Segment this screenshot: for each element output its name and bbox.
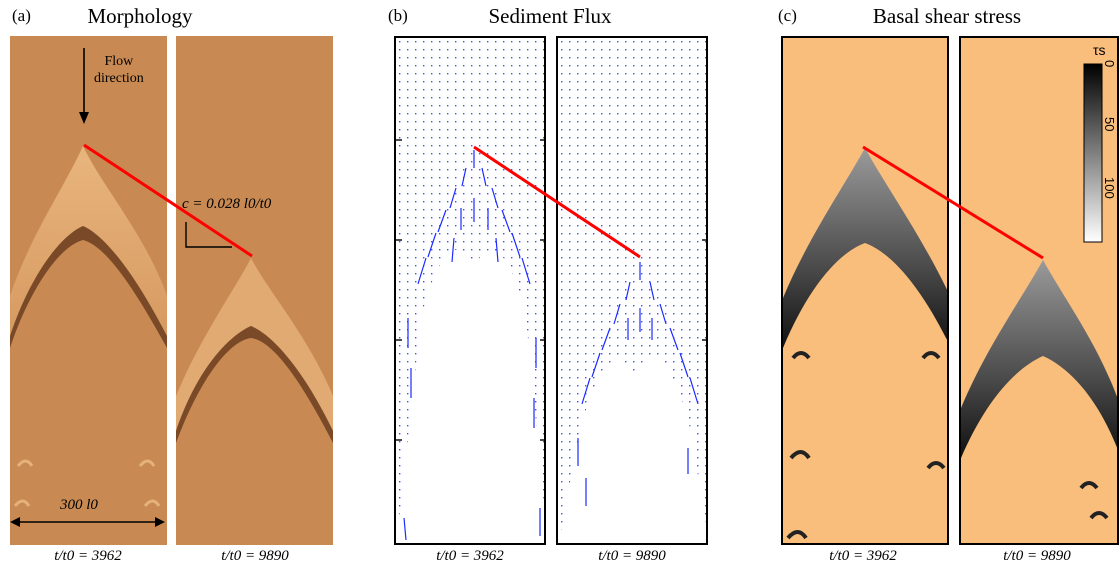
dune-morphology-2 bbox=[176, 258, 333, 443]
dune-morphology-1 bbox=[10, 146, 167, 507]
colorbar bbox=[1083, 63, 1103, 243]
panel-b-caption-2: t/t0 = 9890 bbox=[598, 548, 666, 564]
panel-a-label: (a) bbox=[12, 6, 31, 25]
panel-c-label: (c) bbox=[778, 6, 797, 25]
scale-label: 300 l0 bbox=[60, 497, 98, 513]
panel-b-label: (b) bbox=[388, 6, 408, 25]
panel-c-caption-2: t/t0 = 9890 bbox=[1003, 548, 1071, 564]
panel-a-caption-2: t/t0 = 9890 bbox=[221, 548, 289, 564]
panel-c-caption-1: t/t0 = 3962 bbox=[829, 548, 897, 564]
panel-c-title: Basal shear stress bbox=[872, 4, 1022, 28]
morphology-frame-1 bbox=[10, 36, 167, 545]
panel-a-title: Morphology bbox=[87, 4, 193, 28]
colorbar-tick-50: 50 bbox=[1102, 117, 1117, 132]
panel-a-caption-1: t/t0 = 3962 bbox=[54, 548, 122, 564]
sediment-flux-frame-1 bbox=[394, 36, 546, 545]
morphology-frame-2 bbox=[176, 36, 333, 545]
shear-stress-frame-1 bbox=[781, 36, 949, 545]
flow-direction-label: Flow direction bbox=[94, 54, 144, 86]
celerity-label: c = 0.028 l0/t0 bbox=[182, 196, 272, 212]
colorbar-tick-0: 0 bbox=[1102, 60, 1117, 68]
sediment-flux-frame-2 bbox=[556, 36, 708, 545]
colorbar-label: τs bbox=[1093, 42, 1106, 58]
colorbar-tick-100: 100 bbox=[1102, 177, 1117, 199]
flux-vector-field-2 bbox=[558, 38, 706, 543]
flux-vector-field-1 bbox=[396, 38, 544, 543]
shear-stress-map-2 bbox=[961, 260, 1117, 520]
shear-stress-map-1 bbox=[783, 148, 947, 540]
panel-b-caption-1: t/t0 = 3962 bbox=[436, 548, 504, 564]
panel-b-title: Sediment Flux bbox=[488, 4, 612, 28]
